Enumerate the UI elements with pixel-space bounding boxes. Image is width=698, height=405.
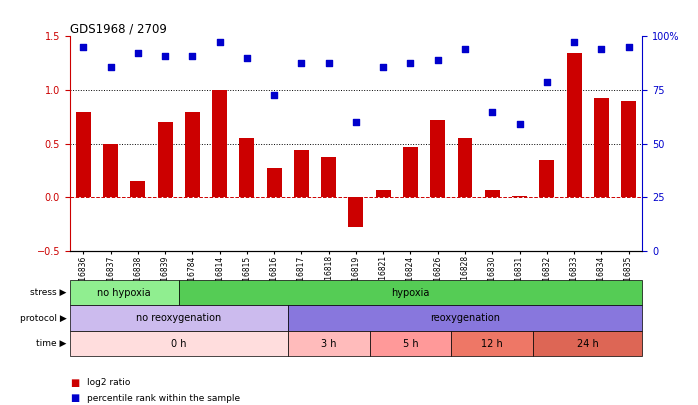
Text: 12 h: 12 h (482, 339, 503, 349)
Point (514, 121, 525, 128)
Point (296, 60, 307, 66)
Bar (348, 198, 364, 228)
Point (214, 38, 225, 45)
Bar (321, 157, 336, 198)
Point (187, 53, 198, 59)
Bar (267, 168, 282, 198)
Bar (131, 181, 145, 198)
Point (568, 38, 579, 45)
Bar (185, 111, 200, 198)
Point (78, 44, 89, 51)
Text: ■: ■ (70, 393, 79, 403)
Bar (621, 101, 636, 198)
Bar (484, 190, 500, 198)
Point (541, 78, 552, 85)
Text: protocol ▶: protocol ▶ (20, 313, 66, 323)
Point (378, 63, 389, 70)
Point (432, 57, 443, 63)
Bar (158, 122, 172, 198)
Text: reoxygenation: reoxygenation (430, 313, 500, 323)
Bar (76, 111, 91, 198)
Bar (103, 144, 118, 198)
Point (242, 55, 253, 61)
Bar (594, 98, 609, 198)
Point (623, 44, 634, 51)
Point (160, 53, 171, 59)
Point (405, 60, 416, 66)
Bar (540, 160, 554, 198)
Bar (512, 196, 527, 198)
Text: 24 h: 24 h (577, 339, 598, 349)
Text: GDS1968 / 2709: GDS1968 / 2709 (70, 22, 167, 35)
Point (269, 92, 280, 99)
Bar (567, 53, 581, 198)
Point (323, 60, 334, 66)
Text: no hypoxia: no hypoxia (98, 288, 151, 298)
Text: ■: ■ (70, 378, 79, 388)
Point (459, 46, 470, 53)
Bar (239, 139, 255, 198)
Bar (457, 139, 473, 198)
Point (487, 108, 498, 115)
Text: no reoxygenation: no reoxygenation (136, 313, 221, 323)
Bar (294, 150, 309, 198)
Bar (212, 90, 227, 198)
Text: 3 h: 3 h (321, 339, 336, 349)
Text: stress ▶: stress ▶ (30, 288, 66, 297)
Text: 5 h: 5 h (403, 339, 418, 349)
Text: log2 ratio: log2 ratio (87, 378, 131, 387)
Point (133, 49, 144, 56)
Point (350, 119, 362, 126)
Bar (376, 190, 391, 198)
Point (105, 63, 117, 70)
Bar (430, 120, 445, 198)
Point (595, 46, 607, 53)
Bar (403, 147, 418, 198)
Text: percentile rank within the sample: percentile rank within the sample (87, 394, 240, 403)
Text: time ▶: time ▶ (36, 339, 66, 348)
Text: hypoxia: hypoxia (392, 288, 430, 298)
Text: 0 h: 0 h (171, 339, 186, 349)
